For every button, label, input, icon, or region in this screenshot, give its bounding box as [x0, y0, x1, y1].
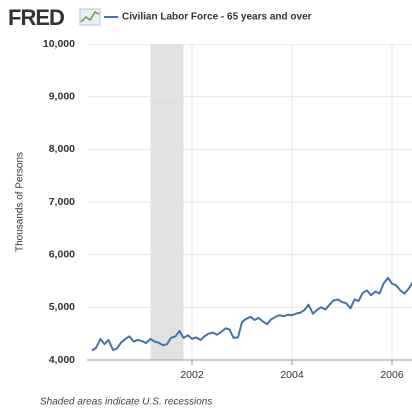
logo-icon — [79, 8, 101, 26]
y-tick-label: 10,000 — [43, 38, 75, 50]
legend-label: Civilian Labor Force - 65 years and over — [122, 12, 312, 23]
y-tick-label: 6,000 — [49, 248, 75, 260]
y-tick-label: 7,000 — [49, 196, 75, 208]
series-line — [91, 276, 412, 352]
y-tick-label: 8,000 — [49, 143, 75, 155]
x-tick-label: 2004 — [280, 369, 304, 381]
logo: FRED — [8, 5, 64, 30]
y-axis-label: Thousands of Persons — [15, 152, 26, 252]
y-tick-label: 9,000 — [49, 90, 75, 102]
footnote: Shaded areas indicate U.S. recessions — [40, 397, 212, 408]
y-tick-label: 4,000 — [49, 354, 75, 366]
x-tick-label: 2006 — [380, 369, 404, 381]
y-tick-label: 5,000 — [49, 301, 75, 313]
x-tick-label: 2002 — [180, 369, 204, 381]
